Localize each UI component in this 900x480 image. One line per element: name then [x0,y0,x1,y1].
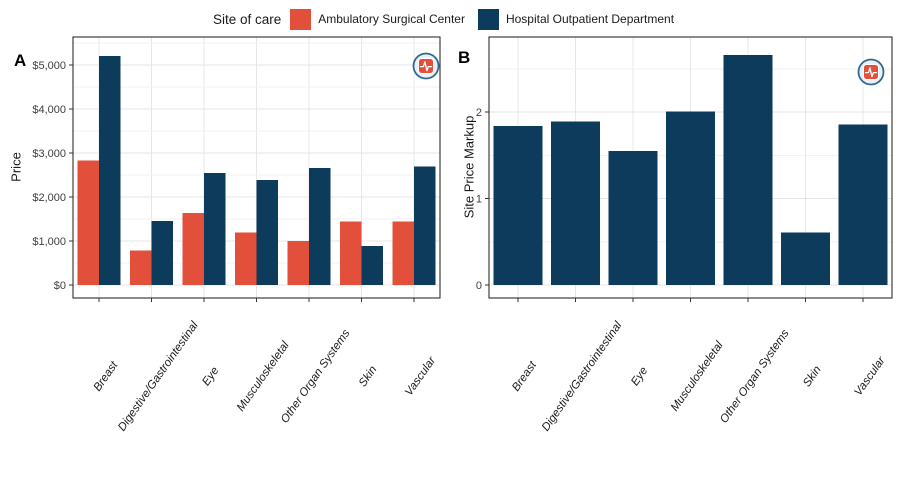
x-category-label: Digestive/Gastrointestinal [540,319,625,433]
y-tick-label: 1 [476,193,482,205]
logo-pulse-line [419,61,433,72]
y-tick-label: $0 [54,280,66,292]
bar-b-1 [493,126,543,286]
x-category-label: Digestive/Gastrointestinal [116,319,201,433]
pulse-logo-icon [857,58,885,86]
x-category-label: Other Organ Systems [718,327,792,425]
panel-a-label: A [14,51,27,70]
legend: Site of care Ambulatory Surgical Center … [0,5,900,33]
pulse-logo-icon [412,52,440,80]
x-category-label: Vascular [852,354,888,398]
y-tick-label: 0 [476,280,482,292]
x-category-label: Eye [629,365,650,388]
panel-a-plot: $0 $1,000 $2,000 $3,000 $4,000 $5,000 BreastDi… [32,36,441,433]
x-category-label: Breast [510,359,539,394]
panel-b-plot: 0 1 2 Breast Digestive/Gastrointestinal Eye Mu… [476,36,893,433]
bar-a-4 [256,179,278,286]
bar-a-6 [361,245,383,286]
x-category-label: Skin [801,364,824,389]
y-tick-label: 2 [476,107,482,119]
bar-a-5 [287,241,309,286]
bar-a-7 [392,221,414,286]
bar-a-5 [308,168,331,286]
legend-item-label: Ambulatory Surgical Center [318,12,465,26]
x-category-label: Musculoskeletal [669,339,726,413]
y-tick-label: $4,000 [32,104,66,116]
x-category-label: Musculoskeletal [235,339,292,413]
legend-title: Site of care [212,11,282,27]
legend-item-ambulatory-surgical-center: Ambulatory Surgical Center [290,8,465,30]
legend-item-hospital-outpatient-department: Hospital Outpatient Department [477,8,675,30]
bar-a-1 [99,55,121,286]
legend-item-label: Hospital Outpatient Department [505,12,675,26]
asc-color-swatch [290,8,312,30]
x-category-label: Other Organ Systems [279,327,353,425]
bar-a-3 [204,172,226,286]
bar-b-4 [666,111,715,286]
x-category-label: Vascular [403,354,439,398]
y-tick-label: $5,000 [32,60,66,72]
y-tick-label: $3,000 [32,148,66,160]
y-tick-label: $1,000 [32,236,66,248]
bar-a-4 [235,232,257,286]
bar-a-6 [339,221,362,286]
bar-a-1 [77,160,100,286]
x-category-label: Skin [357,364,380,389]
logo-pulse-line [864,67,878,78]
bar-b-7 [838,124,888,286]
bar-a-7 [413,166,436,286]
y-tick-label: $2,000 [32,192,66,204]
x-category-label: Breast [92,359,121,394]
x-category-label: Eye [200,365,221,388]
bar-a-2 [130,250,152,286]
panel-b-label: B [458,48,471,67]
hopd-color-swatch [477,8,499,30]
bar-b-5 [723,55,773,286]
bar-b-2 [550,121,600,286]
bar-a-2 [151,220,174,286]
bar-b-6 [781,232,831,286]
bar-a-3 [182,212,205,286]
bar-b-3 [608,151,658,286]
